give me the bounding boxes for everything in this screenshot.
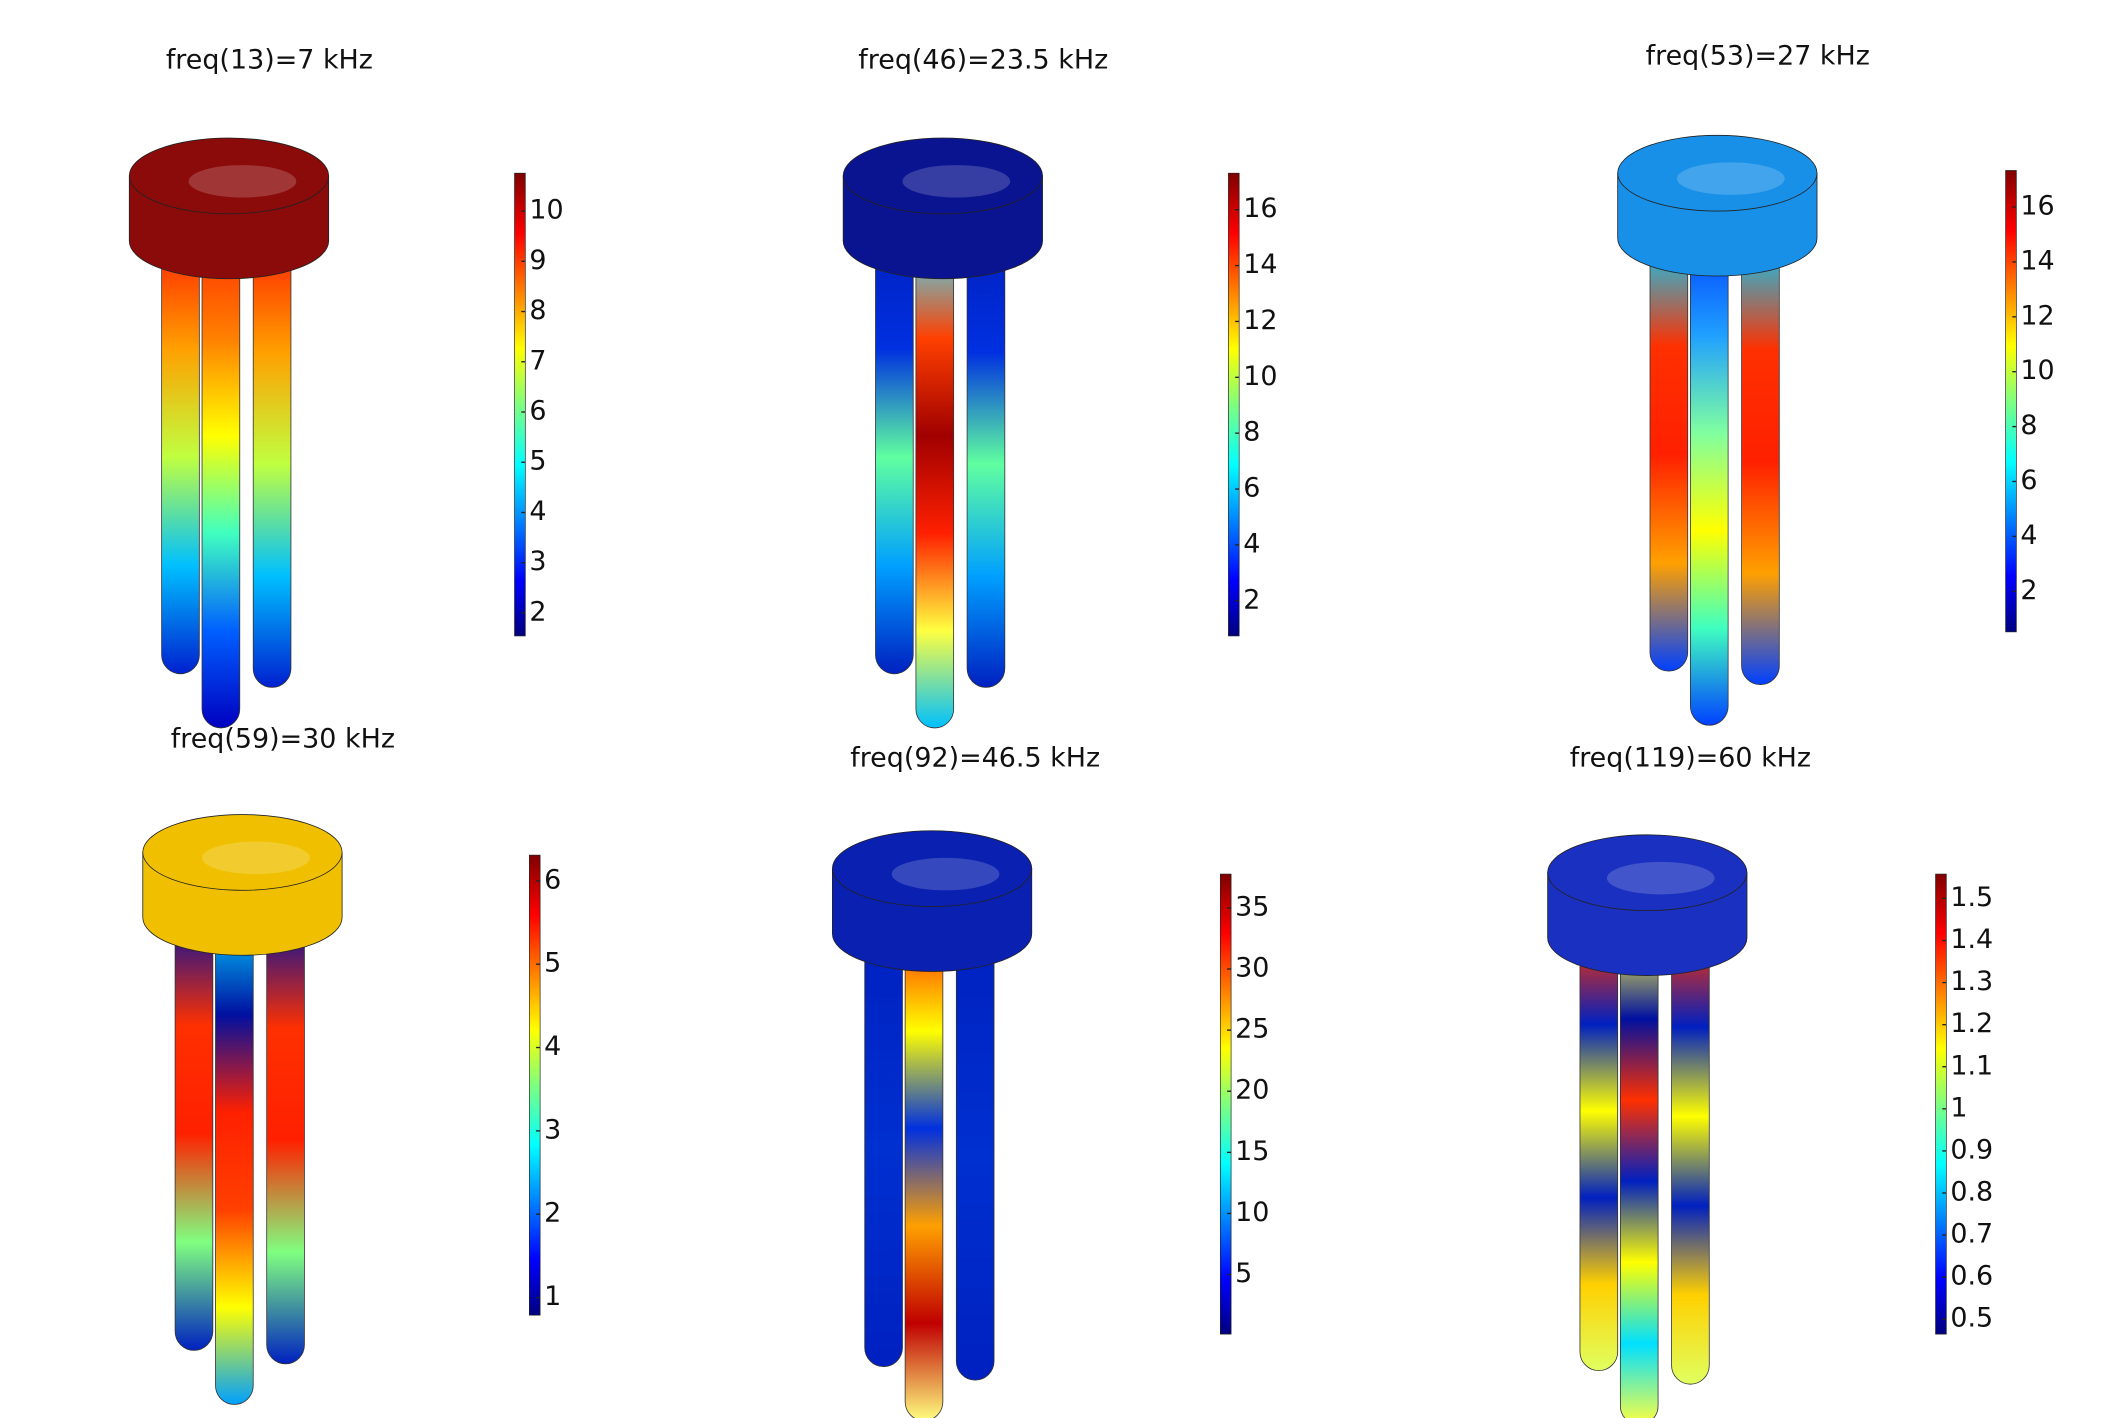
colorbar-tick-label: 30 (1235, 952, 1269, 983)
column-leg (252, 240, 292, 688)
colorbar-tick-label: 6 (1243, 472, 1260, 503)
colorbar-tick-label: 16 (2020, 190, 2054, 221)
colorbar-tick-label: 1 (1950, 1092, 1967, 1123)
panel: freq(46)=23.5 kHz 2 4 6 8 10 12 14 16 (842, 44, 1277, 729)
colorbar-tick-label: 14 (2020, 245, 2054, 276)
column-leg (266, 916, 305, 1365)
cap-highlight (202, 841, 310, 875)
column-leg (215, 916, 254, 1405)
colorbar-tick-label: 12 (1243, 305, 1277, 336)
colorbar-tick-label: 15 (1235, 1136, 1269, 1167)
column-cap-top (832, 830, 1033, 907)
colorbar-tick-label: 6 (544, 864, 561, 895)
panel-title: freq(53)=27 kHz (1646, 40, 1870, 71)
column-leg (915, 240, 955, 729)
colorbar-tick-label: 1 (544, 1281, 561, 1312)
colorbar-tick-label: 8 (2020, 410, 2037, 441)
colorbar-tick-label: 2 (2020, 575, 2037, 606)
colorbar-tick-label: 1.5 (1950, 882, 1993, 913)
colorbar-tick-label: 1.4 (1950, 924, 1993, 955)
colorbar-tick-label: 8 (529, 295, 546, 326)
colorbar-tick-label: 10 (2020, 355, 2054, 386)
colorbar-tick-label: 25 (1235, 1014, 1269, 1045)
colorbar-tick-label: 12 (2020, 300, 2054, 331)
colorbar-tick-label: 20 (1235, 1075, 1269, 1106)
colorbar-tick-label: 5 (1235, 1258, 1252, 1289)
column-leg (1579, 937, 1619, 1372)
column-cap-top (142, 814, 343, 891)
colorbar-tick-label: 3 (529, 546, 546, 577)
column-leg (1690, 237, 1729, 726)
colorbar-tick-label: 4 (529, 496, 546, 527)
colorbar-tick-label: 1.2 (1950, 1008, 1993, 1039)
colorbar-tick-label: 0.6 (1950, 1261, 1993, 1292)
colorbar-tick-label: 10 (529, 195, 563, 226)
colorbar-tick-label: 6 (2020, 465, 2037, 496)
column-leg (174, 916, 214, 1351)
colorbar-tick-label: 7 (529, 345, 546, 376)
column-leg (1671, 937, 1710, 1385)
panel-title: freq(13)=7 kHz (166, 44, 373, 75)
colorbar-tick-label: 2 (1243, 584, 1260, 615)
column-leg (1649, 237, 1689, 672)
colorbar-tick-label: 1.3 (1950, 966, 1993, 997)
panel: freq(59)=30 kHz 1 2 3 4 5 6 (142, 724, 561, 1405)
colorbar-tick-label: 5 (529, 446, 546, 477)
colorbar (514, 172, 526, 637)
panel-title: freq(59)=30 kHz (171, 724, 395, 755)
panel: freq(92)=46.5 kHz 5 10 15 20 25 30 35 (832, 743, 1269, 1418)
colorbar-tick-label: 2 (529, 596, 546, 627)
cap-highlight (1606, 861, 1715, 895)
column-cap-top (1617, 134, 1818, 212)
column-leg (955, 933, 995, 1381)
colorbar (2005, 170, 2017, 633)
column-leg (904, 933, 944, 1418)
column-leg (1619, 937, 1659, 1418)
colorbar-tick-label: 16 (1243, 193, 1277, 224)
cap-highlight (891, 857, 1000, 891)
colorbar-tick-label: 3 (544, 1114, 561, 1145)
colorbar-tick-label: 4 (1243, 528, 1260, 559)
colorbar-tick-label: 35 (1235, 891, 1269, 922)
panel-title: freq(119)=60 kHz (1570, 743, 1811, 774)
colorbar-tick-label: 4 (544, 1031, 561, 1062)
column-leg (875, 240, 914, 675)
colorbar (1219, 873, 1232, 1335)
cap-highlight (1676, 162, 1785, 195)
column-cap-top (1547, 834, 1748, 912)
column-leg (201, 240, 241, 729)
colorbar-tick-label: 9 (529, 245, 546, 276)
colorbar-tick-label: 1.1 (1950, 1050, 1993, 1081)
column-leg (1741, 237, 1780, 686)
cap-highlight (188, 165, 297, 198)
colorbar-tick-label: 8 (1243, 417, 1260, 448)
column-leg (864, 933, 903, 1367)
panel-title: freq(92)=46.5 kHz (850, 743, 1100, 774)
panel: freq(119)=60 kHz 0.5 0.6 0.7 0.8 0.9 1 1.1 1.2 1.… (1547, 743, 1993, 1418)
colorbar-tick-label: 0.5 (1950, 1303, 1993, 1334)
column-cap-top (128, 137, 330, 215)
colorbar-tick-label: 10 (1235, 1197, 1269, 1228)
colorbar (529, 854, 541, 1316)
colorbar-tick-label: 2 (544, 1198, 561, 1229)
colorbar-tick-label: 14 (1243, 249, 1277, 280)
column-leg (161, 240, 200, 675)
cap-highlight (902, 165, 1011, 198)
panel: freq(53)=27 kHz 2 4 6 8 10 12 14 16 (1617, 40, 2055, 726)
colorbar-tick-label: 6 (529, 395, 546, 426)
colorbar (1935, 873, 1947, 1335)
colorbar-tick-label: 0.8 (1950, 1176, 1993, 1207)
colorbar-tick-label: 0.9 (1950, 1134, 1993, 1165)
colorbar-tick-label: 10 (1243, 361, 1277, 392)
column-leg (966, 240, 1006, 688)
colorbar-tick-label: 0.7 (1950, 1219, 1993, 1250)
column-cap-top (842, 137, 1043, 215)
colorbar-tick-label: 5 (544, 948, 561, 979)
panel: freq(13)=7 kHz 2 3 4 5 6 7 8 9 10 (128, 44, 564, 729)
colorbar-tick-label: 4 (2020, 520, 2037, 551)
panel-title: freq(46)=23.5 kHz (858, 44, 1108, 75)
colorbar (1228, 172, 1240, 637)
